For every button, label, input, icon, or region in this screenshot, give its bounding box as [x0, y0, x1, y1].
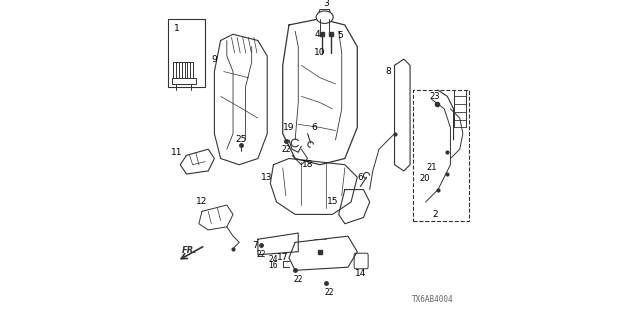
Text: FR.: FR. — [182, 246, 197, 255]
Text: 18: 18 — [302, 160, 314, 169]
Text: 20: 20 — [419, 174, 429, 183]
Text: TX6AB4004: TX6AB4004 — [412, 295, 454, 304]
FancyBboxPatch shape — [354, 253, 368, 269]
Text: 21: 21 — [426, 163, 437, 172]
Text: 16: 16 — [269, 261, 278, 270]
Text: 13: 13 — [262, 172, 273, 182]
Bar — [413, 90, 469, 220]
Text: 9: 9 — [212, 55, 218, 64]
Text: 4: 4 — [314, 30, 320, 39]
Text: 6: 6 — [358, 172, 364, 182]
Text: 8: 8 — [385, 67, 391, 76]
Text: 19: 19 — [283, 123, 294, 132]
Text: 25: 25 — [235, 135, 246, 144]
Text: 5: 5 — [337, 31, 343, 40]
Text: 22: 22 — [324, 288, 334, 297]
Text: 7: 7 — [252, 241, 258, 250]
Text: 12: 12 — [196, 197, 207, 206]
Text: 22: 22 — [256, 250, 266, 259]
Text: 11: 11 — [172, 148, 183, 157]
Text: 10: 10 — [314, 48, 326, 57]
Text: 6: 6 — [311, 123, 317, 132]
Ellipse shape — [316, 11, 333, 23]
Text: 15: 15 — [326, 197, 338, 206]
Text: 22: 22 — [281, 145, 291, 154]
Text: 24: 24 — [269, 255, 278, 264]
Text: 17: 17 — [277, 253, 289, 262]
Text: 1: 1 — [174, 24, 180, 33]
Text: 14: 14 — [355, 269, 366, 278]
Text: 22: 22 — [294, 275, 303, 284]
Text: 2: 2 — [432, 210, 438, 219]
Text: 23: 23 — [429, 92, 440, 101]
Bar — [168, 19, 205, 87]
Text: 3: 3 — [323, 0, 329, 8]
